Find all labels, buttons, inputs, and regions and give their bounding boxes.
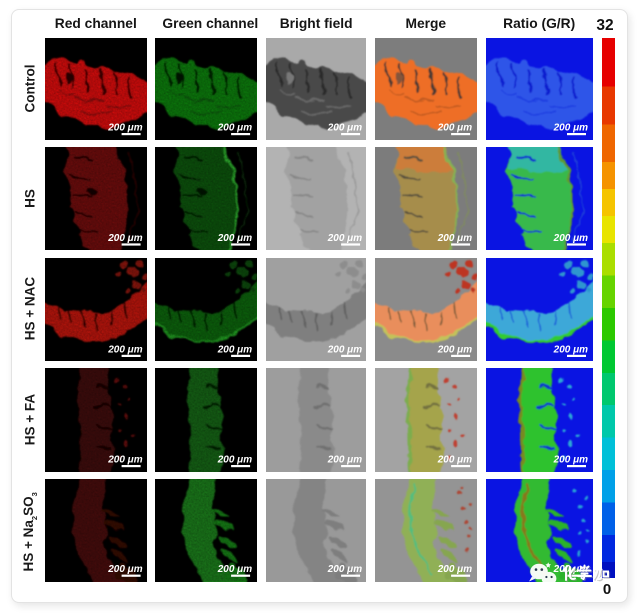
svg-text:200 μm: 200 μm [553,233,588,244]
svg-text:200 μm: 200 μm [217,123,252,134]
svg-text:200 μm: 200 μm [437,123,472,134]
svg-text:200 μm: 200 μm [217,344,252,355]
svg-text:200 μm: 200 μm [327,564,362,575]
svg-text:200 μm: 200 μm [217,455,252,466]
svg-text:200 μm: 200 μm [217,564,252,575]
svg-text:200 μm: 200 μm [437,233,472,244]
svg-text:200 μm: 200 μm [107,564,142,575]
svg-text:200 μm: 200 μm [327,455,362,466]
svg-text:200 μm: 200 μm [327,123,362,134]
svg-text:200 μm: 200 μm [437,564,472,575]
svg-text:200 μm: 200 μm [553,455,588,466]
svg-text:200 μm: 200 μm [437,455,472,466]
svg-text:200 μm: 200 μm [107,233,142,244]
svg-text:200 μm: 200 μm [107,455,142,466]
svg-text:200 μm: 200 μm [437,344,472,355]
svg-text:200 μm: 200 μm [327,233,362,244]
svg-text:200 μm: 200 μm [553,344,588,355]
svg-text:200 μm: 200 μm [107,344,142,355]
svg-text:200 μm: 200 μm [553,123,588,134]
svg-text:200 μm: 200 μm [217,233,252,244]
svg-text:200 μm: 200 μm [327,344,362,355]
svg-text:200 μm: 200 μm [107,123,142,134]
